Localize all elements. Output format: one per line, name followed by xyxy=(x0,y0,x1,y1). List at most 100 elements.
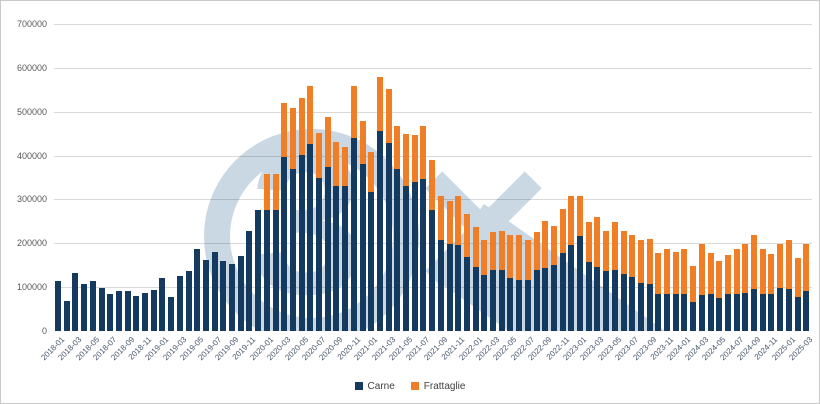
bar-segment-frattaglie xyxy=(481,239,488,276)
bar-segment-frattaglie xyxy=(794,257,801,298)
bar-segment-carne xyxy=(72,272,79,331)
bar-segment-carne xyxy=(733,293,740,331)
bar-segment-carne xyxy=(333,185,340,331)
bar-segment-carne xyxy=(498,270,505,331)
bar-segment-carne xyxy=(107,293,114,331)
bar-segment-carne xyxy=(698,294,705,331)
bar-segment-frattaglie xyxy=(263,174,270,211)
bar-segment-carne xyxy=(716,297,723,331)
bar-segment-carne xyxy=(281,157,288,331)
bar-segment-carne xyxy=(707,293,714,331)
bar-segment-frattaglie xyxy=(350,85,357,139)
bar-segment-carne xyxy=(272,209,279,331)
y-tick-label: 600000 xyxy=(16,62,47,73)
y-tick-label: 200000 xyxy=(16,238,47,249)
y-tick-label: 100000 xyxy=(16,282,47,293)
bar-segment-carne xyxy=(255,210,262,331)
bar-segment-carne xyxy=(603,271,610,331)
bar-segment-carne xyxy=(794,297,801,331)
gridline xyxy=(54,24,812,25)
bar-segment-carne xyxy=(524,280,531,331)
bar-segment-frattaglie xyxy=(637,239,644,283)
bar-segment-carne xyxy=(89,281,96,331)
bar-segment-frattaglie xyxy=(472,227,479,267)
bar-segment-carne xyxy=(681,293,688,331)
bar-segment-carne xyxy=(777,288,784,331)
bar-segment-carne xyxy=(803,291,810,331)
bar-segment-carne xyxy=(724,293,731,331)
bar-segment-frattaglie xyxy=(289,108,296,169)
bar-segment-carne xyxy=(533,270,540,331)
bar-segment-frattaglie xyxy=(463,213,470,258)
bar-segment-carne xyxy=(463,257,470,331)
bar-segment-carne xyxy=(368,191,375,331)
bar-segment-carne xyxy=(185,271,192,331)
bar-segment-frattaglie xyxy=(298,98,305,155)
bar-segment-carne xyxy=(142,292,148,331)
bar-segment-frattaglie xyxy=(577,195,583,237)
bar-segment-carne xyxy=(350,138,357,331)
bar-segment-frattaglie xyxy=(394,125,401,170)
bar-segment-frattaglie xyxy=(751,235,757,289)
bar-segment-carne xyxy=(176,275,183,331)
bar-segment-frattaglie xyxy=(446,200,453,244)
bar-segment-carne xyxy=(385,143,392,331)
bar-segment-carne xyxy=(63,301,70,331)
bar-segment-frattaglie xyxy=(777,243,784,289)
bar-segment-carne xyxy=(220,261,227,331)
bar-segment-carne xyxy=(516,280,523,331)
gridline xyxy=(54,155,812,157)
bar-segment-carne xyxy=(585,262,592,331)
bar-segment-carne xyxy=(133,295,140,331)
bar-segment-frattaglie xyxy=(420,125,427,179)
bar-segment-carne xyxy=(150,290,157,331)
y-tick-label: 700000 xyxy=(16,19,47,29)
bar-segment-frattaglie xyxy=(272,174,279,210)
bar-segment-carne xyxy=(690,301,697,331)
bar-segment-carne xyxy=(542,267,549,331)
bar-segment-carne xyxy=(229,264,235,331)
bar-segment-carne xyxy=(507,278,514,331)
bar-segment-carne xyxy=(550,265,557,331)
bar-segment-carne xyxy=(394,169,401,331)
bar-segment-carne xyxy=(559,252,566,331)
bar-segment-carne xyxy=(342,186,349,331)
plot-area: 3 ✕ xyxy=(54,24,812,331)
gridline xyxy=(54,111,812,113)
bar-segment-frattaglie xyxy=(698,243,705,295)
bar-segment-carne xyxy=(446,243,453,331)
bar-segment-frattaglie xyxy=(585,221,592,263)
bar-segment-carne xyxy=(768,293,775,331)
bar-segment-carne xyxy=(629,277,636,331)
y-tick-label: 500000 xyxy=(16,106,47,117)
legend-swatch-carne-icon xyxy=(354,382,363,390)
bar-segment-frattaglie xyxy=(603,231,610,272)
bar-segment-carne xyxy=(429,209,436,331)
bar-segment-carne xyxy=(324,166,331,331)
gridline xyxy=(54,67,812,69)
bar-segment-carne xyxy=(611,270,618,331)
bar-segment-frattaglie xyxy=(716,261,723,298)
bar-segment-carne xyxy=(202,260,209,331)
bar-segment-frattaglie xyxy=(803,243,810,292)
bar-segment-carne xyxy=(481,275,488,331)
bar-segment-frattaglie xyxy=(324,116,331,167)
bar-segment-frattaglie xyxy=(733,249,740,294)
bar-segment-frattaglie xyxy=(681,249,688,294)
bar-segment-frattaglie xyxy=(455,195,462,245)
legend-swatch-frattaglie-icon xyxy=(410,382,419,390)
bar-segment-frattaglie xyxy=(411,135,418,182)
bar-segment-carne xyxy=(307,143,314,331)
bar-segment-carne xyxy=(577,236,583,331)
bar-segment-carne xyxy=(376,130,383,331)
bar-segment-frattaglie xyxy=(568,195,575,245)
bar-segment-frattaglie xyxy=(759,249,766,294)
bar-segment-carne xyxy=(98,288,105,331)
bar-segment-carne xyxy=(237,256,244,331)
bar-segment-carne xyxy=(298,154,305,331)
bar-segment-carne xyxy=(646,283,653,331)
legend-item-frattaglie: Frattaglie xyxy=(410,381,465,392)
bar-segment-carne xyxy=(411,181,418,331)
bar-segment-carne xyxy=(637,282,644,331)
bar-segment-frattaglie xyxy=(333,142,340,186)
